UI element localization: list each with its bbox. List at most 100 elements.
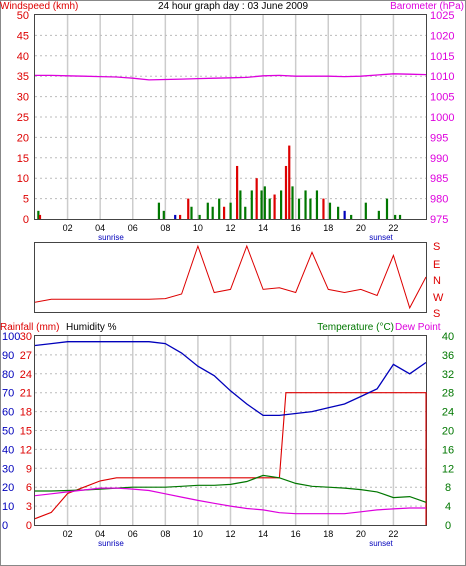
wind-bar xyxy=(268,198,271,219)
wind-bar xyxy=(218,198,221,219)
barometer-tick: 975 xyxy=(430,214,448,226)
direction-label: E xyxy=(433,259,440,271)
humidity-tick: 50 xyxy=(2,426,14,438)
humidity-axis-title: Humidity % xyxy=(66,322,117,333)
humidity-tick: 40 xyxy=(2,444,14,456)
wind-bar xyxy=(297,198,301,219)
windspeed-tick: 30 xyxy=(17,92,29,104)
hour-tick: 12 xyxy=(225,529,235,539)
hour-tick: 22 xyxy=(388,223,398,233)
humidity-tick: 20 xyxy=(2,482,14,494)
wind-bar xyxy=(222,206,226,219)
temperature-axis-title: Temperature (°C) xyxy=(317,322,394,333)
windspeed-tick: 35 xyxy=(17,71,29,83)
rainfall-tick-labels: 0 3 6 9 12 15 18 21 24 27 30 xyxy=(20,331,32,532)
barometer-tick: 1005 xyxy=(430,92,454,104)
windspeed-tick: 5 xyxy=(23,194,29,206)
dewpoint-axis-title: Dew Point xyxy=(395,322,441,333)
temperature-tick: 40 xyxy=(442,331,454,343)
wind-bar xyxy=(273,194,276,219)
wind-bar xyxy=(38,214,42,219)
wind-bar xyxy=(174,214,177,219)
humidity-tick: 100 xyxy=(2,331,20,343)
dewpoint-line xyxy=(34,487,426,515)
wind-bar xyxy=(229,202,232,219)
temperature-tick: 8 xyxy=(445,482,451,494)
wind-bar xyxy=(309,198,312,219)
top-hour-tick-labels: 02 04 06 08 10 12 14 16 18 20 22 xyxy=(63,223,399,233)
barometer-tick: 1020 xyxy=(430,30,454,42)
wind-bar xyxy=(162,210,165,219)
hour-tick: 18 xyxy=(323,529,333,539)
humidity-tick: 90 xyxy=(2,350,14,362)
wind-bar xyxy=(239,190,242,219)
humidity-tick-labels: 0 10 20 30 40 50 60 70 80 90 100 xyxy=(2,331,20,532)
wind-bar xyxy=(291,186,294,219)
rainfall-tick: 24 xyxy=(20,369,32,381)
hour-tick: 12 xyxy=(225,223,235,233)
temperature-tick: 32 xyxy=(442,369,454,381)
direction-label: N xyxy=(433,275,441,287)
hour-tick: 10 xyxy=(193,223,203,233)
rainfall-tick: 18 xyxy=(20,407,32,419)
temperature-line xyxy=(35,474,427,503)
wind-bar xyxy=(337,206,340,219)
rainfall-tick: 3 xyxy=(26,501,32,513)
temperature-tick: 12 xyxy=(442,463,454,475)
bottom-hour-tick-labels: 02 04 06 08 10 12 14 16 18 20 22 xyxy=(63,529,399,539)
windspeed-tick-labels: 0 5 10 15 20 25 30 35 40 45 50 xyxy=(17,10,29,226)
rainfall-line xyxy=(34,392,427,525)
barometer-tick: 995 xyxy=(430,132,448,144)
wind-bar xyxy=(288,145,291,219)
direction-label: S xyxy=(433,241,440,253)
wind-bar xyxy=(364,202,367,219)
temperature-tick: 0 xyxy=(445,520,451,532)
rainfall-tick: 15 xyxy=(20,426,32,438)
humidity-tick: 10 xyxy=(2,501,14,513)
hour-tick: 14 xyxy=(258,529,268,539)
wind-bar xyxy=(255,178,258,219)
wind-bars xyxy=(37,145,402,219)
barometer-tick: 1025 xyxy=(430,10,454,22)
rainfall-tick: 0 xyxy=(26,520,32,532)
windspeed-tick: 50 xyxy=(17,10,29,22)
temperature-tick: 20 xyxy=(442,426,454,438)
hour-tick: 04 xyxy=(95,223,105,233)
temperature-tick: 16 xyxy=(442,444,454,456)
humidity-tick: 70 xyxy=(2,388,14,400)
wind-bar xyxy=(198,214,201,219)
windspeed-tick: 20 xyxy=(17,132,29,144)
hour-tick: 18 xyxy=(323,223,333,233)
temperature-tick: 36 xyxy=(442,350,454,362)
humidity-tick: 0 xyxy=(2,520,8,532)
wind-bar xyxy=(328,202,332,219)
barometer-tick: 1010 xyxy=(430,71,454,83)
wind-bar xyxy=(157,202,161,219)
temperature-humidity-rain-chart: Rainfall (mm) Humidity % Temperature (°C… xyxy=(0,322,454,548)
humidity-line xyxy=(34,341,427,417)
wind-bar xyxy=(304,190,307,219)
hour-tick: 02 xyxy=(63,529,73,539)
rainfall-tick: 27 xyxy=(20,350,32,362)
humidity-tick: 80 xyxy=(2,369,14,381)
hour-tick: 16 xyxy=(291,529,301,539)
hour-tick: 20 xyxy=(356,529,366,539)
barometer-tick-labels: 975 980 985 990 995 1000 1005 1010 1015 1020 1025 xyxy=(430,10,454,226)
rainfall-tick: 12 xyxy=(20,444,32,456)
wind-bar xyxy=(280,190,283,219)
windspeed-axis-title: Windspeed (kmh) xyxy=(0,1,78,12)
barometer-tick: 1015 xyxy=(430,51,454,63)
direction-plot-frame xyxy=(34,242,427,313)
wind-bar xyxy=(211,206,214,219)
wind-bar xyxy=(250,190,253,219)
hour-tick: 20 xyxy=(356,223,366,233)
wind-bar xyxy=(263,186,266,219)
direction-label: W xyxy=(433,292,444,304)
bottom-sunset-label: sunset xyxy=(369,539,393,548)
rainfall-tick: 21 xyxy=(20,388,32,400)
barometer-tick: 990 xyxy=(430,153,448,165)
windspeed-tick: 10 xyxy=(17,173,29,185)
barometer-line xyxy=(35,73,427,81)
